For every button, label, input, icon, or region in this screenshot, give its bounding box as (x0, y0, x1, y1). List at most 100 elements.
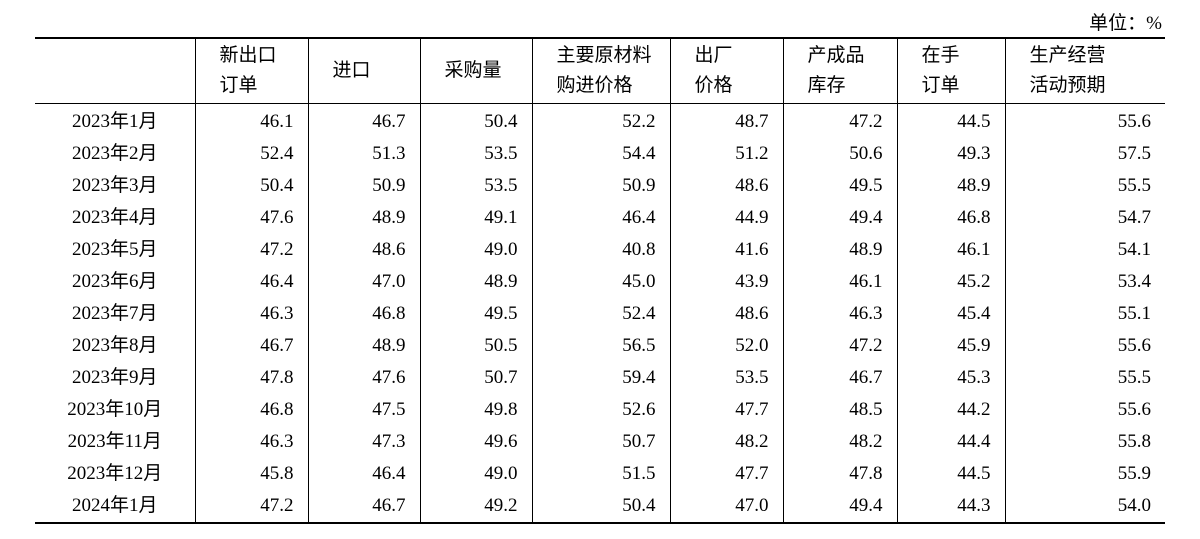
cell: 52.2 (531, 103, 670, 138)
cell: 50.7 (531, 426, 670, 458)
cell: 49.4 (782, 490, 897, 523)
cell: 45.0 (531, 266, 670, 298)
cell: 53.5 (419, 170, 532, 202)
cell: 47.7 (669, 458, 783, 490)
cell: 50.4 (419, 103, 532, 138)
cell: 46.4 (194, 266, 308, 298)
cell: 55.5 (1004, 170, 1165, 202)
cell: 52.6 (531, 394, 670, 426)
cell: 55.1 (1004, 298, 1165, 330)
row-label: 2023年4月 (71, 207, 158, 228)
table-row: 2023年8月 46.7 48.9 50.5 56.5 52.0 47.2 45.9 55.6 (35, 330, 1165, 362)
cell: 53.5 (669, 362, 783, 394)
cell: 44.4 (896, 426, 1005, 458)
cell: 46.3 (194, 298, 308, 330)
cell: 46.7 (307, 103, 420, 138)
row-label: 2023年10月 (67, 399, 163, 420)
cell: 44.2 (896, 394, 1005, 426)
row-label: 2023年11月 (67, 431, 162, 452)
cell: 49.8 (419, 394, 532, 426)
cell: 49.6 (419, 426, 532, 458)
table-row: 2024年1月 47.2 46.7 49.2 50.4 47.0 49.4 44.3 54.0 (35, 490, 1165, 523)
cell: 49.2 (419, 490, 532, 523)
cell: 55.6 (1004, 394, 1165, 426)
cell: 51.3 (307, 138, 420, 170)
cell: 46.1 (896, 234, 1005, 266)
header-cell: 出厂 价格 (669, 38, 783, 104)
cell: 44.9 (669, 202, 783, 234)
cell: 47.3 (307, 426, 420, 458)
cell: 49.1 (419, 202, 532, 234)
cell: 46.8 (194, 394, 308, 426)
cell: 50.5 (419, 330, 532, 362)
row-label: 2023年1月 (71, 111, 158, 132)
cell: 55.6 (1004, 330, 1165, 362)
cell: 44.3 (896, 490, 1005, 523)
cell: 47.2 (194, 234, 308, 266)
row-label: 2023年9月 (71, 367, 158, 388)
cell: 46.8 (896, 202, 1005, 234)
cell: 51.5 (531, 458, 670, 490)
table-row: 2023年12月 45.8 46.4 49.0 51.5 47.7 47.8 44.5 55.9 (35, 458, 1165, 490)
row-label: 2023年6月 (71, 271, 158, 292)
cell: 47.8 (782, 458, 897, 490)
cell: 50.4 (194, 170, 308, 202)
cell: 47.8 (194, 362, 308, 394)
cell: 49.5 (419, 298, 532, 330)
row-label: 2024年1月 (71, 495, 158, 516)
cell: 49.4 (782, 202, 897, 234)
cell: 49.0 (419, 234, 532, 266)
cell: 50.6 (782, 138, 897, 170)
cell: 48.9 (896, 170, 1005, 202)
cell: 47.2 (782, 103, 897, 138)
cell: 50.9 (307, 170, 420, 202)
cell: 52.4 (194, 138, 308, 170)
cell: 48.6 (669, 298, 783, 330)
cell: 55.5 (1004, 362, 1165, 394)
cell: 40.8 (531, 234, 670, 266)
cell: 54.7 (1004, 202, 1165, 234)
header-line: 活动预期 (1029, 75, 1106, 96)
data-table: 新出口 订单 进口 采购量 主要原材料 购进价格 出厂 价格 产成品 库存 在手 订单 生产经营 活动预期… (35, 37, 1165, 524)
cell: 57.5 (1004, 138, 1165, 170)
cell: 46.3 (194, 426, 308, 458)
cell: 48.6 (669, 170, 783, 202)
cell: 59.4 (531, 362, 670, 394)
cell: 46.4 (531, 202, 670, 234)
cell: 47.2 (782, 330, 897, 362)
cell: 48.9 (419, 266, 532, 298)
cell: 54.1 (1004, 234, 1165, 266)
cell: 49.3 (896, 138, 1005, 170)
cell: 47.2 (194, 490, 308, 523)
cell: 43.9 (669, 266, 783, 298)
header-cell: 新出口 订单 (194, 38, 308, 104)
cell: 47.6 (194, 202, 308, 234)
cell: 49.0 (419, 458, 532, 490)
header-cell: 生产经营 活动预期 (1004, 38, 1165, 104)
cell: 48.9 (307, 330, 420, 362)
header-row: 新出口 订单 进口 采购量 主要原材料 购进价格 出厂 价格 产成品 库存 在手 订单 生产经营 活动预期 (35, 38, 1165, 104)
cell: 50.9 (531, 170, 670, 202)
cell: 47.5 (307, 394, 420, 426)
header-line: 主要原材料 (556, 45, 652, 66)
unit-label: 单位：% (1089, 13, 1162, 34)
header-cell: 主要原材料 购进价格 (531, 38, 670, 104)
row-label: 2023年5月 (71, 239, 158, 260)
table-row: 2023年1月 46.1 46.7 50.4 52.2 48.7 47.2 44.5 55.6 (35, 103, 1165, 138)
header-line: 在手 (921, 45, 960, 66)
cell: 46.8 (307, 298, 420, 330)
cell: 53.4 (1004, 266, 1165, 298)
header-cell: 产成品 库存 (782, 38, 897, 104)
cell: 48.9 (307, 202, 420, 234)
header-cell (35, 38, 195, 104)
cell: 45.2 (896, 266, 1005, 298)
cell: 45.3 (896, 362, 1005, 394)
table-row: 2023年3月 50.4 50.9 53.5 50.9 48.6 49.5 48.9 55.5 (35, 170, 1165, 202)
table-body: 2023年1月 46.1 46.7 50.4 52.2 48.7 47.2 44.5 55.6 2… (35, 103, 1165, 523)
header-cell: 进口 (307, 38, 420, 104)
cell: 47.6 (307, 362, 420, 394)
cell: 56.5 (531, 330, 670, 362)
cell: 41.6 (669, 234, 783, 266)
header-line: 进口 (332, 60, 371, 81)
